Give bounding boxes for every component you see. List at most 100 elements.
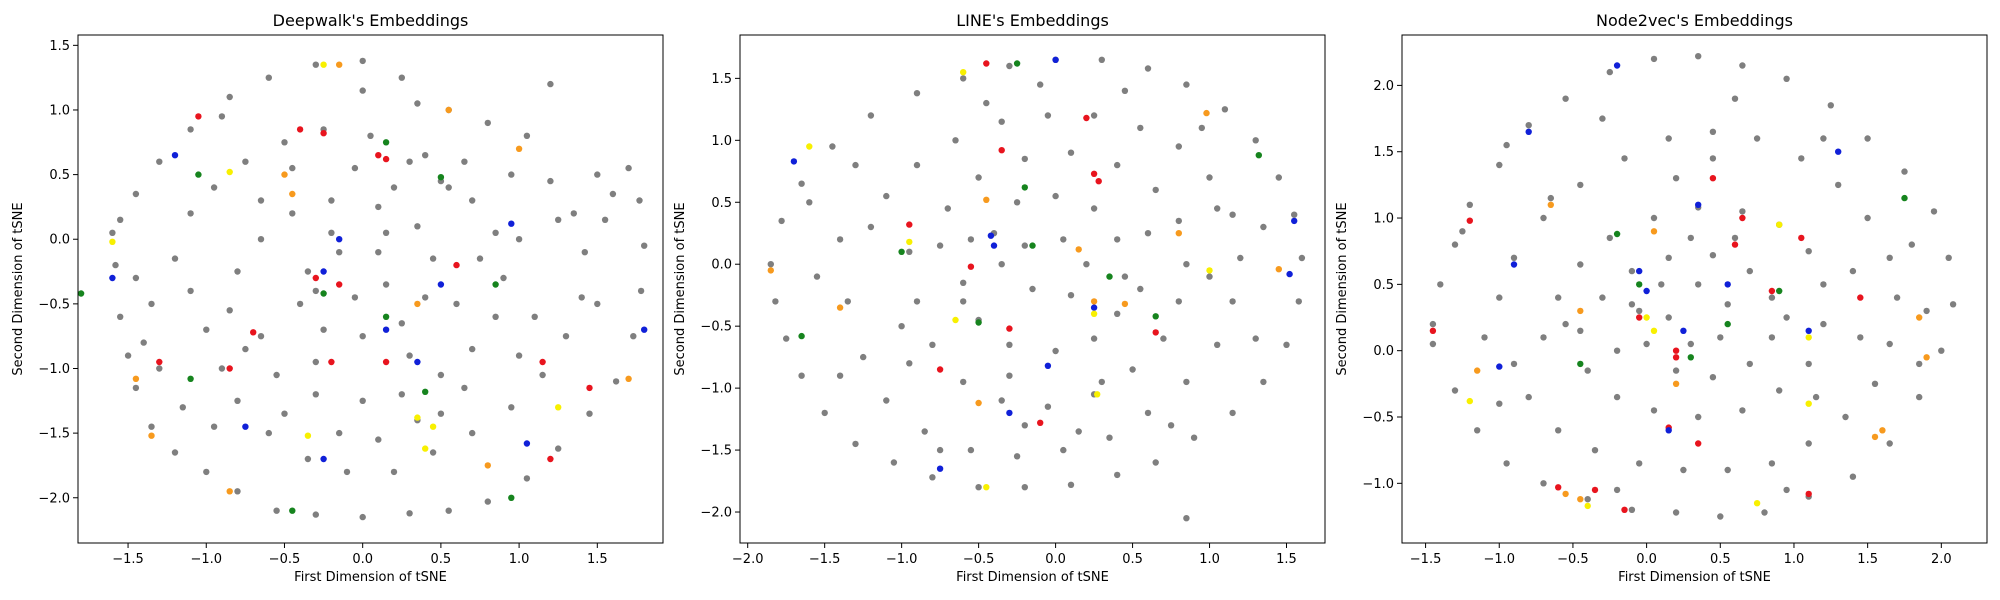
point-gray — [594, 300, 601, 308]
point-gray — [523, 475, 531, 482]
x-tick-label: 0.0 — [352, 552, 373, 567]
point-gray — [359, 87, 366, 94]
point-gray — [218, 365, 226, 372]
point-orange — [148, 432, 155, 439]
point-gray — [1175, 298, 1183, 305]
point-gray — [1503, 460, 1510, 467]
point-gray — [1144, 65, 1152, 72]
y-tick-label: −1.0 — [700, 382, 732, 397]
point-gray — [1805, 248, 1812, 255]
point-gray — [1695, 281, 1702, 288]
point-red — [1466, 217, 1474, 224]
point-red — [312, 274, 319, 282]
point-orange — [289, 190, 296, 198]
point-gray — [547, 177, 554, 185]
point-gray — [1731, 95, 1739, 102]
point-green — [1255, 152, 1263, 159]
point-orange — [1547, 201, 1555, 208]
point-gray — [210, 423, 218, 430]
point-gray — [257, 236, 265, 243]
point-gray — [1013, 199, 1021, 206]
x-axis-label: First Dimension of tSNE — [956, 570, 1109, 585]
point-red — [1152, 329, 1159, 336]
point-gray — [1562, 320, 1569, 328]
point-gray — [1021, 242, 1028, 249]
point-gray — [547, 80, 554, 88]
point-gray — [1731, 234, 1739, 242]
point-gray — [1584, 496, 1591, 503]
point-green — [1106, 273, 1113, 280]
point-gray — [273, 507, 280, 514]
point-red — [1591, 486, 1599, 494]
point-gray — [836, 372, 844, 379]
point-orange — [983, 196, 990, 203]
point-gray — [1114, 310, 1121, 317]
point-gray — [469, 197, 476, 204]
point-gray — [398, 320, 405, 327]
point-gray — [1672, 367, 1680, 374]
point-gray — [375, 203, 382, 211]
point-orange — [975, 399, 982, 407]
point-green — [1152, 313, 1159, 320]
point-green — [898, 248, 905, 255]
point-gray — [1021, 155, 1028, 163]
chart-title: Node2vec's Embeddings — [1596, 11, 1793, 30]
point-gray — [1540, 334, 1547, 341]
point-blue — [936, 465, 944, 472]
point-gray — [1886, 254, 1893, 261]
x-tick-label: −0.5 — [269, 552, 301, 567]
point-gray — [1006, 341, 1013, 348]
point-gray — [798, 180, 805, 187]
point-gray — [1812, 393, 1820, 401]
point-gray — [1687, 234, 1695, 242]
point-red — [586, 384, 593, 392]
point-gray — [1901, 168, 1908, 175]
point-gray — [523, 132, 531, 139]
point-gray — [936, 446, 944, 454]
point-yellow — [555, 404, 562, 411]
point-gray — [1577, 261, 1584, 268]
point-orange — [515, 145, 523, 152]
y-tick-label: −1.5 — [700, 444, 732, 459]
point-red — [1731, 241, 1739, 248]
point-gray — [218, 113, 226, 120]
point-blue — [1636, 267, 1643, 275]
point-gray — [1923, 307, 1930, 315]
point-gray — [484, 498, 491, 505]
point-gray — [117, 313, 124, 320]
point-gray — [422, 152, 429, 159]
point-gray — [1613, 393, 1621, 401]
point-gray — [1709, 374, 1717, 381]
point-gray — [1098, 378, 1106, 386]
point-orange — [1090, 298, 1098, 305]
point-gray — [359, 513, 366, 521]
point-gray — [336, 249, 343, 256]
point-gray — [328, 197, 335, 204]
point-orange — [1871, 433, 1879, 441]
point-gray — [1709, 155, 1717, 162]
point-gray — [359, 57, 366, 65]
x-tick-label: 1.5 — [1857, 552, 1878, 567]
point-gray — [1451, 387, 1459, 394]
point-gray — [609, 190, 617, 198]
point-green — [508, 494, 515, 501]
point-gray — [1709, 252, 1717, 259]
y-tick-label: 0.5 — [49, 168, 70, 183]
point-gray — [867, 223, 875, 231]
point-gray — [1599, 115, 1606, 122]
point-gray — [1783, 75, 1790, 83]
point-gray — [265, 74, 272, 81]
point-gray — [960, 378, 967, 386]
point-blue — [1724, 281, 1731, 288]
point-gray — [539, 371, 546, 379]
point-gray — [601, 216, 609, 223]
point-gray — [1945, 254, 1952, 261]
point-green — [1636, 281, 1643, 288]
point-red — [1006, 325, 1013, 332]
point-gray — [1547, 194, 1555, 202]
point-gray — [1798, 155, 1805, 162]
point-gray — [429, 255, 437, 262]
y-tick-label: 0.5 — [711, 196, 732, 211]
point-yellow — [1805, 400, 1812, 407]
point-gray — [515, 236, 523, 243]
